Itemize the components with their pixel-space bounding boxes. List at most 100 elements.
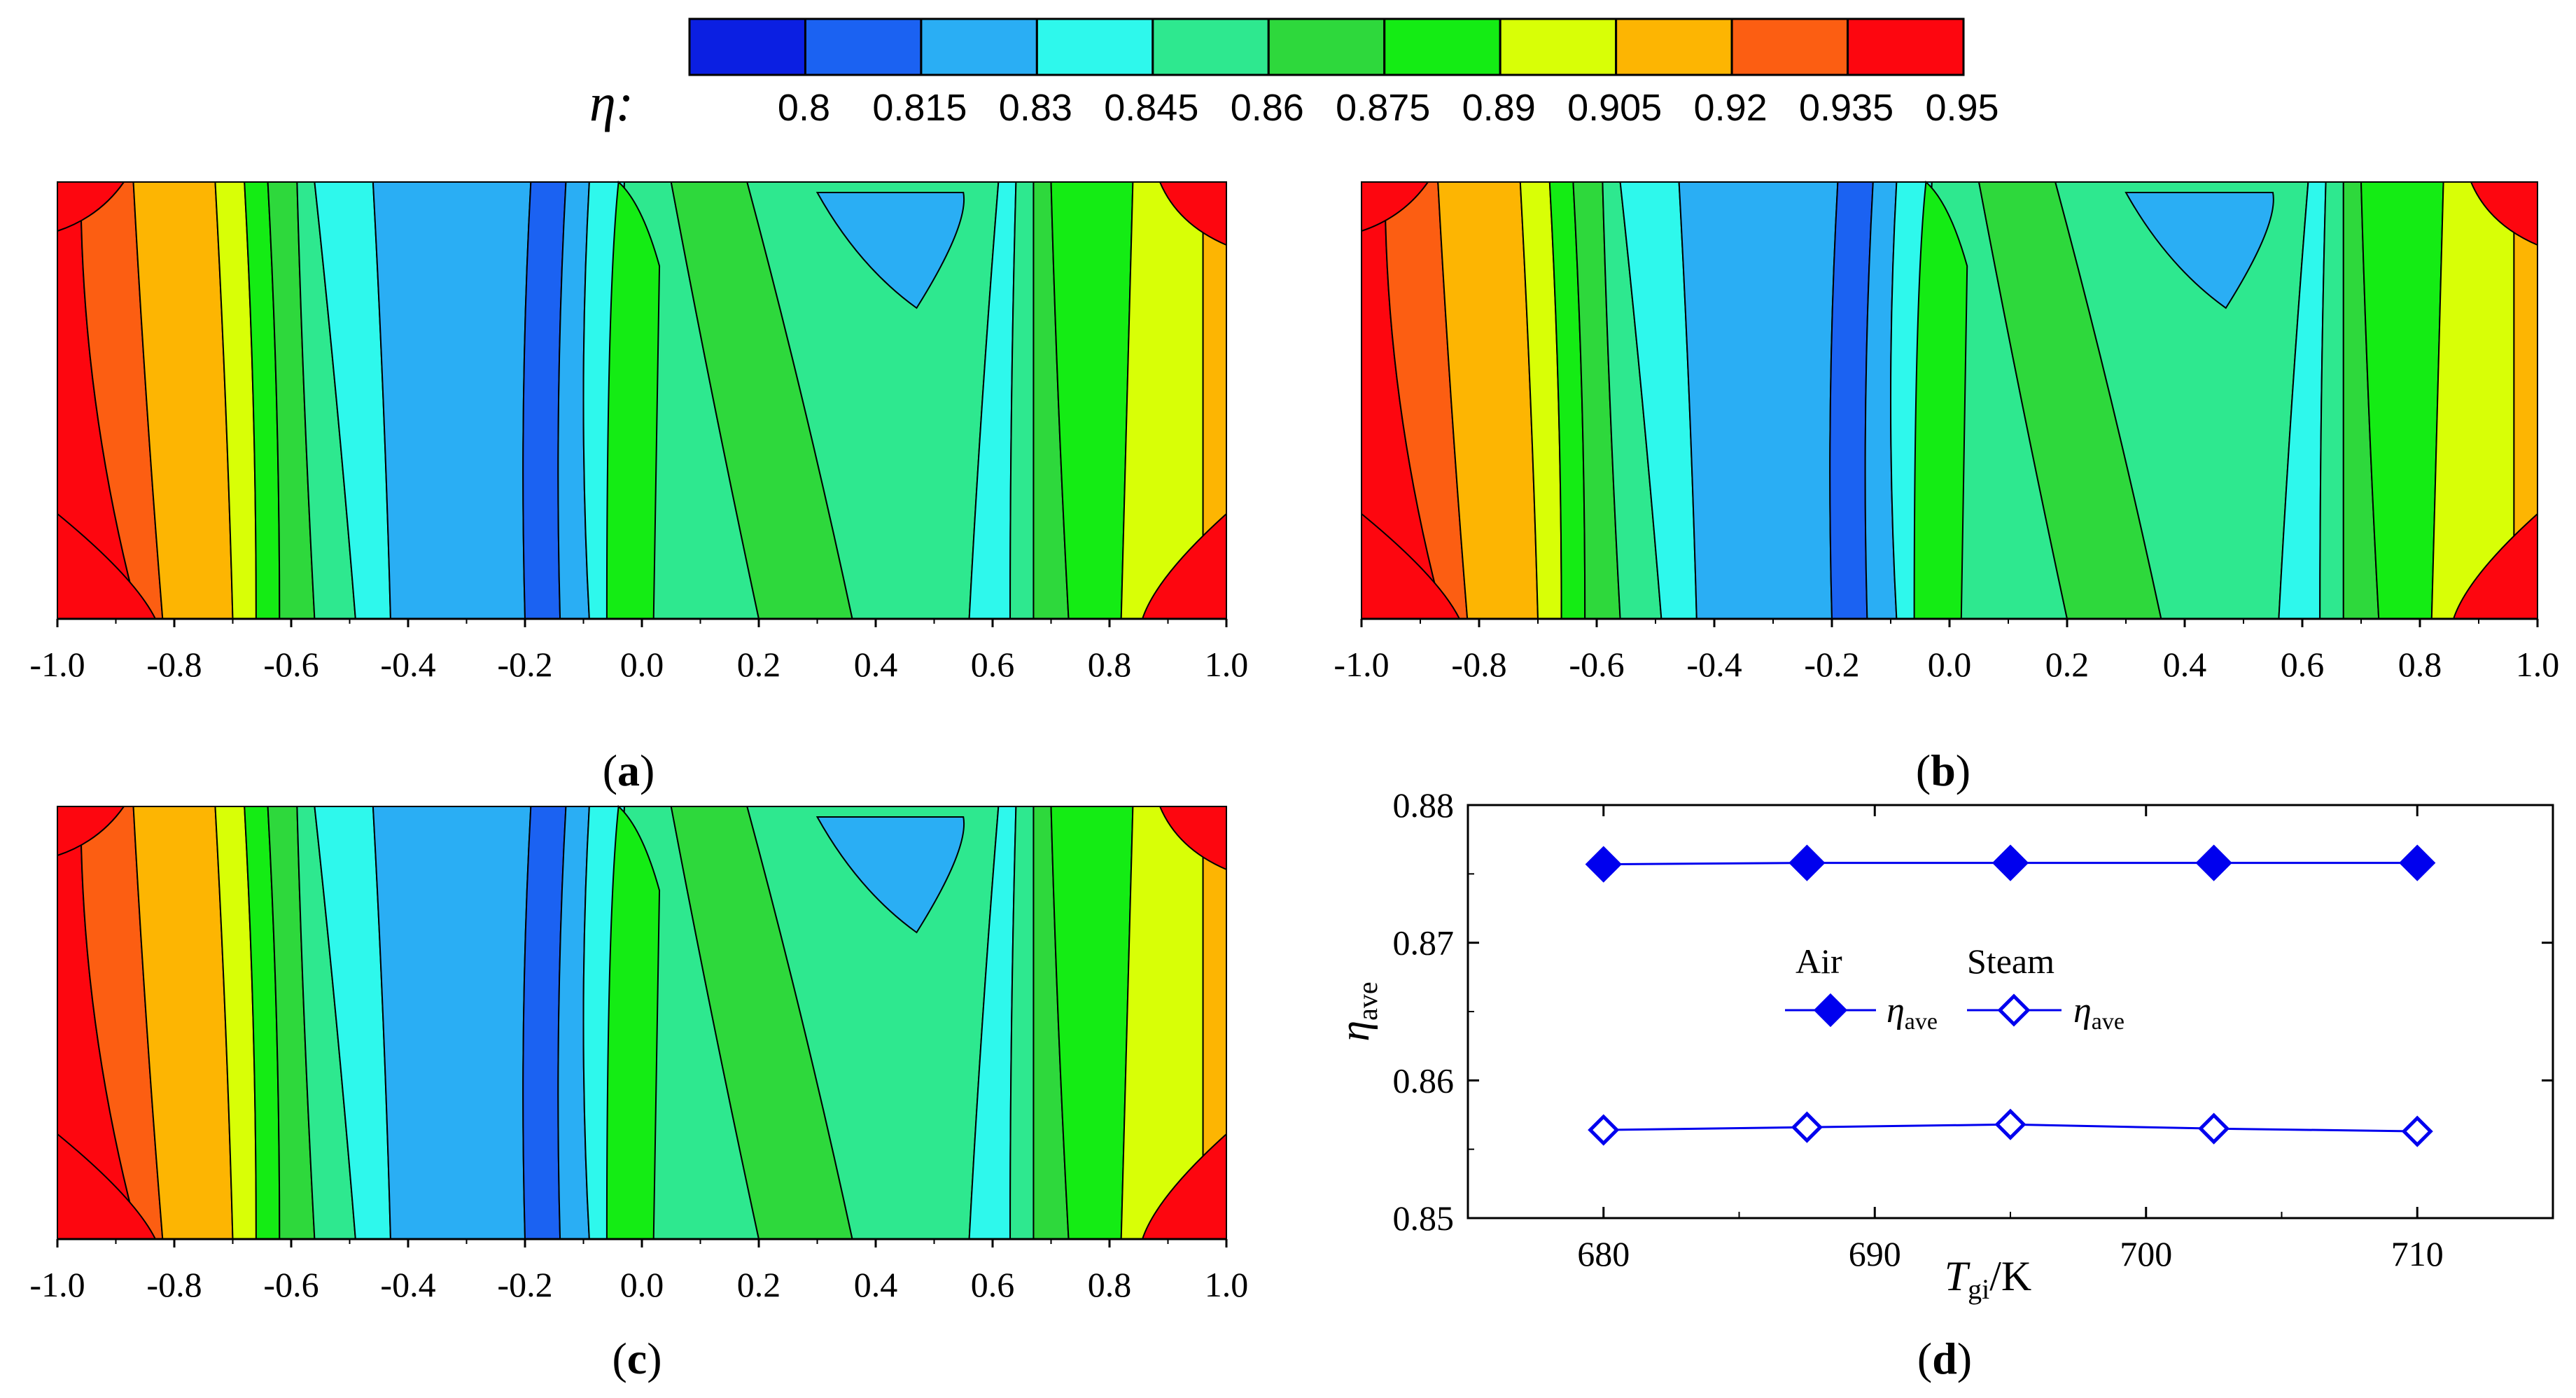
contour-x-tick-label: 0.4 <box>2163 645 2207 684</box>
contour-band <box>1678 181 1839 620</box>
contour-corner-patch <box>1141 512 1227 620</box>
legend-steam-marker <box>1997 993 2031 1027</box>
chart-d-x-tick-label: 680 <box>1577 1234 1630 1273</box>
contour-x-tick-label: 0.4 <box>854 645 898 684</box>
contour-center-tongue <box>606 180 661 620</box>
panel-label-b: (b) <box>1916 746 1970 795</box>
colorbar-tick-label: 0.83 <box>999 87 1072 129</box>
colorbar-tick-label: 0.92 <box>1694 87 1768 129</box>
colorbar-swatch <box>1847 18 1965 76</box>
contour-corner-patch <box>57 181 125 232</box>
contour-panel-a: -1.0 -0.8 -0.6 -0.4 -0.2 0.0 0.2 0.4 0.6 0.8 1.0 <box>29 180 1248 684</box>
chart-d-point-steam <box>1791 1111 1823 1143</box>
contour-band <box>372 181 532 620</box>
contour-band <box>372 806 532 1240</box>
colorbar-tick-label: 0.905 <box>1567 87 1662 129</box>
chart-d-point-steam <box>2198 1112 2230 1145</box>
legend-air-label: ηave <box>1886 991 1938 1035</box>
colorbar-tick-labels: 0.8 0.815 0.83 0.845 0.86 0.875 0.89 0.905 0.92 0… <box>778 87 1999 129</box>
contour-x-tick-label: -0.8 <box>1451 645 1506 684</box>
legend-steam-title: Steam <box>1967 942 2054 981</box>
chart-d-x-ticks: 680 690 700 710 <box>1467 805 2444 1273</box>
contour-blob <box>816 192 965 309</box>
chart-d-series <box>1585 844 2436 1147</box>
colorbar-swatch <box>1383 18 1502 76</box>
chart-d-point-air <box>1991 844 2029 881</box>
contour-x-tick-label: -0.6 <box>263 1265 318 1304</box>
contour-x-tick-label: -0.8 <box>146 645 202 684</box>
contour-x-tick-label: 0.6 <box>2281 645 2325 684</box>
colorbar-tick-label: 0.845 <box>1104 87 1198 129</box>
chart-d-point-air <box>2195 844 2232 881</box>
contour-corner-patch <box>1361 512 1461 620</box>
colorbar-swatch <box>688 18 806 76</box>
contour-center-tongue <box>606 804 661 1240</box>
colorbar-swatches <box>688 18 1965 76</box>
chart-d-y-ticks: 0.85 0.86 0.87 0.88 <box>1393 785 2553 1238</box>
contour-x-tick-label: -0.6 <box>1569 645 1624 684</box>
colorbar-symbol: η: <box>589 74 634 132</box>
contour-x-tick-label: -0.2 <box>497 645 552 684</box>
contour-corner-patch <box>2452 512 2538 620</box>
contour-center-tongue <box>1913 180 1968 620</box>
chart-d-xlabel: Tgi/K <box>1945 1253 2032 1305</box>
contour-x-tick-label: -1.0 <box>1334 645 1389 684</box>
chart-d-ylabel: ηave <box>1331 981 1383 1041</box>
panel-label-c: (c) <box>612 1334 662 1383</box>
colorbar-swatch <box>1267 18 1386 76</box>
chart-d-point-steam <box>1994 1108 2026 1140</box>
contour-x-tick-label: 0.0 <box>620 645 664 684</box>
chart-d-y-tick-label: 0.87 <box>1393 923 1455 963</box>
contour-corner-patch <box>1141 1132 1227 1240</box>
colorbar-tick-label: 0.875 <box>1336 87 1430 129</box>
panel-label-a: (a) <box>603 746 655 795</box>
contour-x-tick-label: 0.2 <box>737 1265 781 1304</box>
chart-d-y-tick-label: 0.85 <box>1393 1198 1455 1238</box>
line-chart-d: 0.85 0.86 0.87 0.88 680 690 700 710 ηave Tgi/K… <box>1331 785 2554 1305</box>
contour-corner-patch <box>57 806 125 857</box>
contour-x-tick-label: -0.4 <box>380 645 435 684</box>
contour-x-tick-label: -0.4 <box>380 1265 435 1304</box>
colorbar-swatch <box>804 18 923 76</box>
colorbar-tick-label: 0.935 <box>1799 87 1893 129</box>
legend-air-marker <box>1813 993 1848 1028</box>
chart-d-x-tick-label: 700 <box>2120 1234 2172 1273</box>
contour-blob <box>2124 192 2274 309</box>
contour-x-tick-label: 0.0 <box>1928 645 1972 684</box>
chart-d-x-tick-label: 690 <box>1849 1234 1901 1273</box>
contour-corner-patch <box>57 512 157 620</box>
chart-d-point-air <box>2399 844 2436 881</box>
chart-d-y-tick-label: 0.88 <box>1393 785 1455 825</box>
contour-x-tick-label: 0.8 <box>1088 1265 1132 1304</box>
contour-x-tick-label: 0.6 <box>971 645 1015 684</box>
colorbar-tick-label: 0.95 <box>1925 87 1998 129</box>
contour-x-tick-label: 0.8 <box>1088 645 1132 684</box>
colorbar-tick-label: 0.86 <box>1231 87 1304 129</box>
contour-x-tick-label: -0.2 <box>1804 645 1859 684</box>
contour-panel-c: -1.0 -0.8 -0.6 -0.4 -0.2 0.0 0.2 0.4 0.6 0.8 1.0 <box>29 804 1249 1304</box>
contour-x-tick-label: -1.0 <box>29 645 85 684</box>
contour-x-tick-label: 0.8 <box>2398 645 2442 684</box>
contour-x-tick-label: 0.0 <box>620 1265 664 1304</box>
contour-corner-patch <box>2470 181 2538 246</box>
colorbar-swatch <box>1035 18 1154 76</box>
contour-x-tick-label: 1.0 <box>1205 1265 1249 1304</box>
contour-panel-b: -1.0 -0.8 -0.6 -0.4 -0.2 0.0 0.2 0.4 0.6 0.8 1.0 <box>1334 180 2559 684</box>
chart-d-y-tick-label: 0.86 <box>1393 1061 1455 1100</box>
chart-d-point-air <box>1585 846 1622 883</box>
contour-corner-patch <box>57 1132 157 1240</box>
contour-blob <box>816 816 965 934</box>
panel-label-d: (d) <box>1917 1334 1972 1383</box>
contour-x-tick-label: 0.4 <box>854 1265 898 1304</box>
contour-x-tick-label: 0.2 <box>2045 645 2090 684</box>
contour-x-tick-label: -0.6 <box>263 645 318 684</box>
colorbar-swatch <box>920 18 1038 76</box>
colorbar: η: 0.8 0.815 0.83 0.845 0.86 0.875 0.89 0.905 0.… <box>589 18 1999 132</box>
chart-d-x-tick-label: 710 <box>2391 1234 2444 1273</box>
colorbar-swatch <box>1152 18 1270 76</box>
contour-x-tick-label: -0.4 <box>1686 645 1742 684</box>
colorbar-tick-label: 0.8 <box>778 87 830 129</box>
contour-x-tick-label: -1.0 <box>29 1265 85 1304</box>
chart-d-legend: Air Steam ηave ηave <box>1785 942 2124 1035</box>
